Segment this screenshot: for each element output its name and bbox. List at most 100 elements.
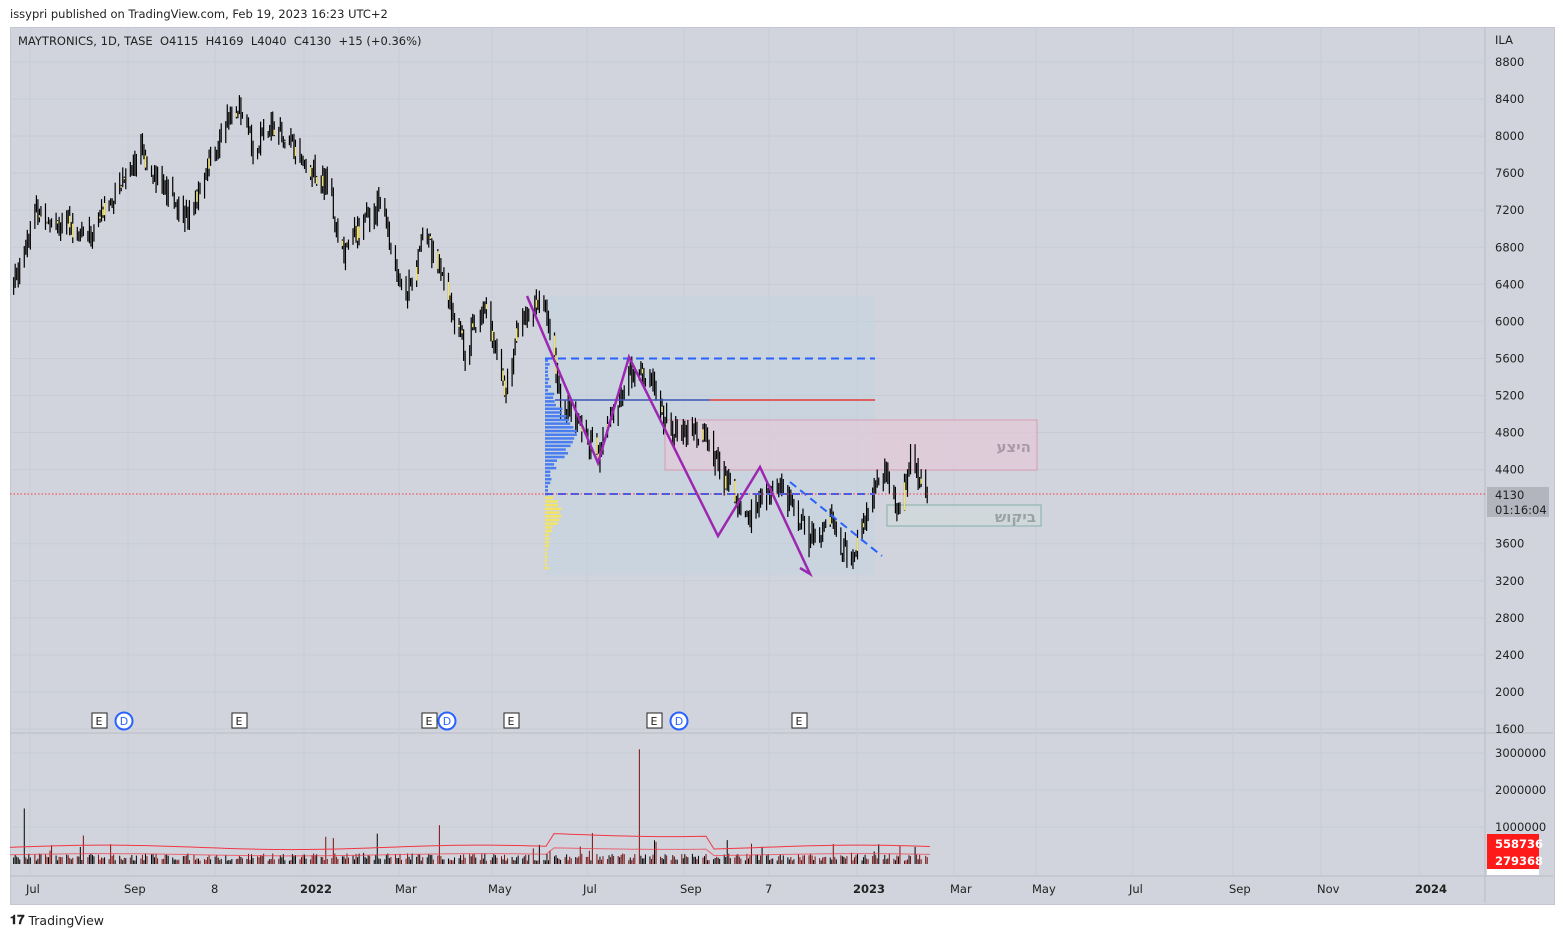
event-box [646,712,663,729]
time-label: 2022 [300,882,332,896]
symbol-legend: MAYTRONICS, 1D, TASE O4115 H4169 L4040 C… [18,34,422,48]
volume-profile-bar [545,496,554,499]
volume-profile-bar [545,389,548,392]
supply-zone-label: היצע [996,438,1031,456]
price-tick: 8400 [1495,92,1524,106]
volume-profile-bar [545,396,554,399]
event-circle [437,711,457,731]
volume-profile-bar [545,363,550,366]
price-tick: 6400 [1495,277,1524,291]
volume-profile-bar [545,559,547,562]
earnings-event-icon[interactable]: E [91,712,108,729]
volume-profile-bar [545,485,548,488]
zigzag-pattern [525,295,813,578]
time-label: Nov [1317,882,1340,896]
price-tick: 7600 [1495,166,1524,180]
volume-profile-bar [545,463,555,466]
time-label: Mar [395,882,417,896]
event-label: D [443,715,451,728]
earnings-event-icon[interactable]: E [791,712,808,729]
price-tick: 7200 [1495,203,1524,217]
volume-ma-fast [10,833,931,851]
volume-profile-bar [545,407,563,411]
volume-profile-bar [545,470,551,474]
tv-logo-icon: 𝟏𝟕 [10,913,25,928]
symbol-name[interactable]: MAYTRONICS, 1D, TASE [18,34,153,48]
event-box [231,712,248,729]
dividend-event-icon[interactable]: D [437,711,457,731]
volume-profile-bar [545,507,562,511]
volume-profile-bar [545,414,567,418]
volume-ma-value: 558736 [1495,837,1543,851]
volume-tick: 2000000 [1495,783,1546,797]
volume-profile-bar [545,366,548,370]
volume-profile-bar [545,544,550,548]
volume-profile-bar [545,455,565,459]
volume-profile-bar [545,474,551,477]
event-label: D [120,715,128,728]
price-tick: 5200 [1495,389,1524,403]
event-label: E [426,715,433,728]
price-tick: 8800 [1495,55,1524,69]
open-value: O4115 [159,34,199,48]
event-label: E [796,715,803,728]
event-label: E [96,715,103,728]
volume-profile-bar [545,444,571,448]
event-box [91,712,108,729]
earnings-event-icon[interactable]: E [231,712,248,729]
price-tick: 2400 [1495,648,1524,662]
high-value: H4169 [205,34,244,48]
volume-ma-value: 279368 [1495,854,1543,868]
volume-profile-bar [545,489,548,492]
price-tick: 5600 [1495,351,1524,365]
volume-profile-bar [545,429,577,433]
time-label: May [1032,882,1056,896]
volume-profile-bar [545,548,547,551]
event-label: E [236,715,243,728]
time-label: 7 [765,882,772,896]
close-value: C4130 [293,34,332,48]
volume-profile-bar [545,515,562,518]
tradingview-logo[interactable]: 𝟏𝟕 TradingView [10,913,104,928]
volume-profile-bar [545,418,570,422]
volume-profile-bar [545,422,571,425]
earnings-event-icon[interactable]: E [503,712,520,729]
price-tick: 4800 [1495,426,1524,440]
volume-profile-bar [545,437,575,440]
earnings-event-icon[interactable]: E [421,712,438,729]
price-tick: 3600 [1495,537,1524,551]
price-chart[interactable]: ILA 8800 8400 8000 7600 7200 6800 6400 6000 5600 5… [10,27,1553,903]
supply-zone [664,419,1038,471]
event-box [421,712,438,729]
volume-profile-bar [545,374,548,377]
volume-profile-bar [545,566,549,570]
volume-profile-bar [545,500,558,503]
volume-profile-bar [545,481,551,485]
volume-profile-bar [545,448,566,451]
volume-profile-bar [545,459,558,462]
volume-profile-bar [545,381,548,385]
volume-profile-bar [545,522,558,525]
bar-countdown: 01:16:04 [1495,503,1547,517]
brand-name: TradingView [28,913,104,928]
time-label: Sep [124,882,146,896]
time-label: Jul [25,882,40,896]
volume-profile-bar [545,392,555,396]
volume-profile-bar [545,555,548,559]
time-label: 8 [211,882,218,896]
event-circle [114,711,134,731]
volume-profile-bar [545,403,556,407]
volume-profile-bar [545,511,560,514]
price-tick: 3200 [1495,574,1524,588]
earnings-event-icon[interactable]: E [646,712,663,729]
time-label: Jul [582,882,597,896]
price-tick: 2800 [1495,611,1524,625]
event-label: D [675,715,683,728]
volume-ma-slow [10,847,931,857]
dividend-event-icon[interactable]: D [114,711,134,731]
event-label: E [651,715,658,728]
time-label: Mar [950,882,972,896]
dividend-event-icon[interactable]: D [669,711,689,731]
price-tick: 4400 [1495,463,1524,477]
volume-profile-bar [545,503,558,507]
